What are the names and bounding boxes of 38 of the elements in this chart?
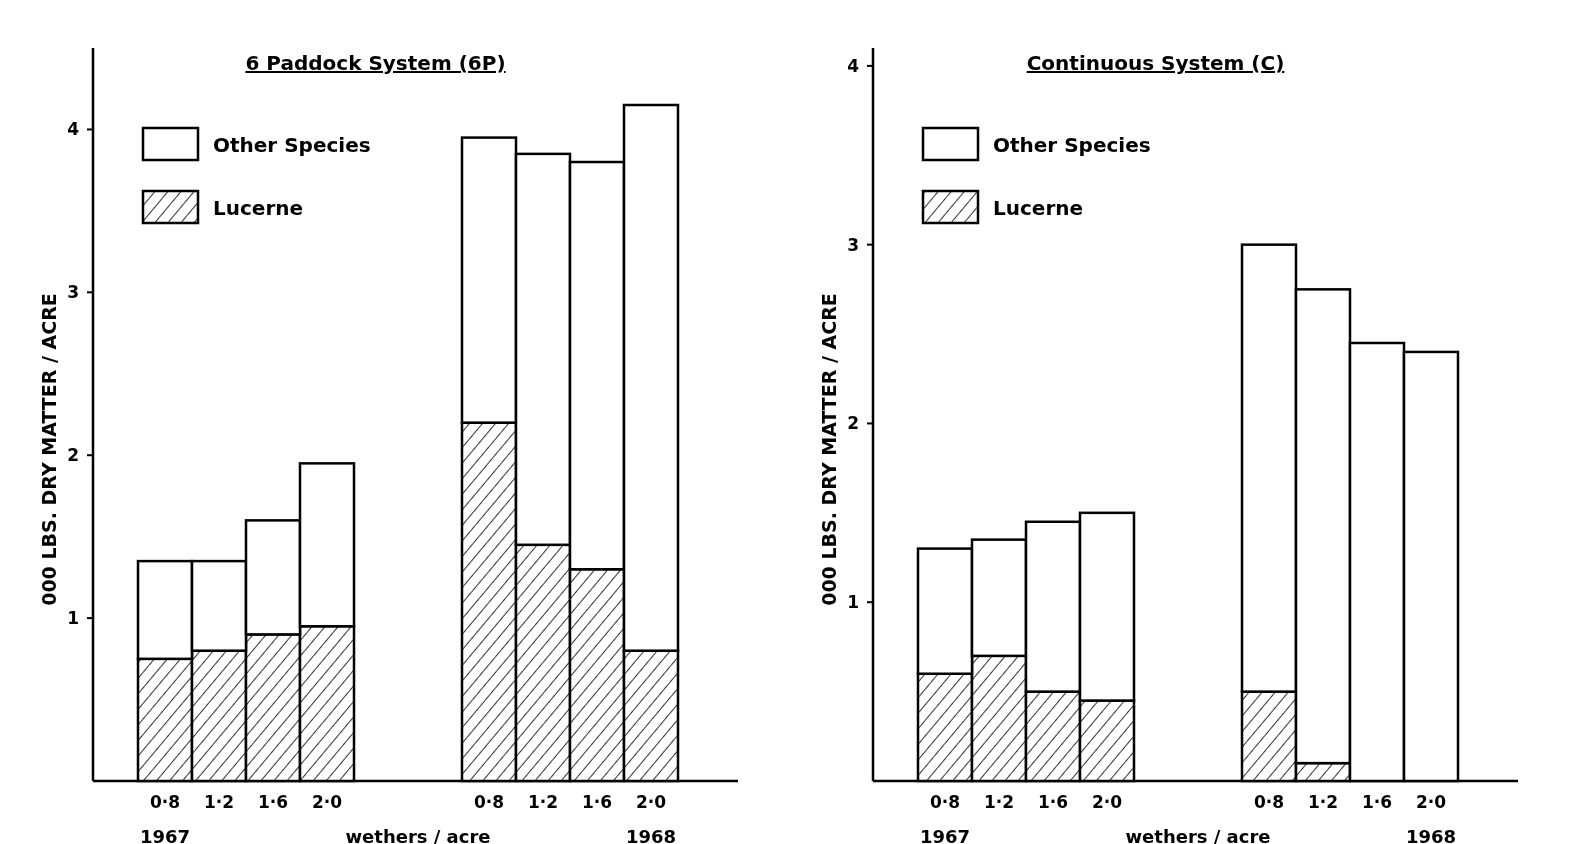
y-tick-label: 4	[847, 55, 860, 76]
text: 1967	[139, 826, 191, 844]
text: 1968	[625, 826, 677, 844]
x-tick-label: 1·2	[527, 792, 559, 812]
y-tick-label: 3	[847, 234, 859, 255]
x-axis-title: wethers / acre	[1125, 826, 1271, 844]
text: 1968	[1405, 826, 1457, 844]
legend-label: Other Species	[993, 133, 1151, 157]
y-tick-label: 3	[67, 282, 79, 303]
legend-label: Lucerne	[993, 196, 1084, 220]
x-tick-label: 2·0	[1415, 792, 1447, 812]
y-axis-title: 000 LBS. DRY MATTER / ACRE	[38, 293, 60, 606]
x-tick-label: 1·6	[581, 792, 613, 812]
text: 1967	[919, 826, 971, 844]
y-tick-label: 1	[67, 608, 79, 629]
x-axis-title: wethers / acre	[345, 826, 491, 844]
y-axis-title: 000 LBS. DRY MATTER / ACRE	[818, 293, 840, 606]
chart-title: Continuous System (C)	[1026, 51, 1285, 75]
legend-label: Other Species	[213, 133, 371, 157]
chart-title: 6 Paddock System (6P)	[245, 51, 506, 75]
x-tick-label: 0·8	[929, 792, 961, 812]
x-tick-label: 0·8	[149, 792, 181, 812]
x-tick-label: 1·6	[1361, 792, 1393, 812]
y-tick-label: 1	[847, 592, 859, 613]
y-tick-label: 2	[847, 413, 859, 434]
y-tick-label: 2	[67, 445, 79, 466]
x-tick-label: 1·2	[203, 792, 235, 812]
x-tick-label: 1·6	[257, 792, 289, 812]
x-tick-label: 0·8	[1253, 792, 1285, 812]
x-tick-label: 1·6	[1037, 792, 1069, 812]
x-tick-label: 2·0	[635, 792, 667, 812]
x-tick-label: 2·0	[1091, 792, 1123, 812]
y-tick-label: 4	[67, 119, 80, 140]
x-tick-label: 1·2	[1307, 792, 1339, 812]
x-tick-label: 0·8	[473, 792, 505, 812]
x-tick-label: 2·0	[311, 792, 343, 812]
x-tick-label: 1·2	[983, 792, 1015, 812]
legend-label: Lucerne	[213, 196, 304, 220]
